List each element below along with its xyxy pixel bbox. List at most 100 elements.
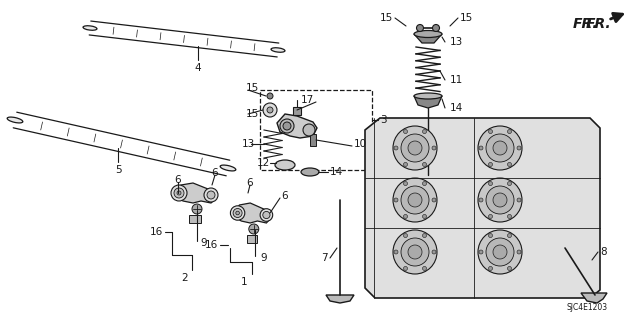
Circle shape: [393, 178, 437, 222]
Text: 3: 3: [380, 115, 387, 125]
Text: 6: 6: [246, 178, 253, 188]
Circle shape: [401, 238, 429, 266]
Circle shape: [486, 134, 514, 162]
Circle shape: [478, 178, 522, 222]
Circle shape: [422, 266, 426, 271]
Text: SJC4E1203: SJC4E1203: [567, 303, 608, 312]
Polygon shape: [277, 114, 317, 138]
Circle shape: [401, 186, 429, 214]
Circle shape: [230, 206, 244, 220]
Polygon shape: [326, 295, 354, 303]
Bar: [189, 215, 201, 223]
Ellipse shape: [301, 168, 319, 176]
Bar: [260, 90, 372, 170]
Circle shape: [493, 245, 507, 259]
Circle shape: [486, 186, 514, 214]
Circle shape: [478, 230, 522, 274]
Circle shape: [192, 204, 202, 214]
Text: 10: 10: [354, 139, 367, 149]
Circle shape: [403, 162, 408, 167]
Circle shape: [401, 134, 429, 162]
Circle shape: [403, 214, 408, 219]
Text: 2: 2: [182, 273, 188, 283]
Polygon shape: [414, 34, 442, 43]
Polygon shape: [365, 118, 600, 298]
Text: 6: 6: [212, 168, 218, 178]
Circle shape: [422, 214, 426, 219]
Ellipse shape: [414, 93, 442, 99]
Circle shape: [508, 234, 511, 238]
Circle shape: [408, 141, 422, 155]
Circle shape: [508, 182, 511, 186]
Text: 12: 12: [257, 158, 270, 168]
Circle shape: [403, 266, 408, 271]
Circle shape: [283, 122, 291, 130]
Circle shape: [403, 130, 408, 134]
Circle shape: [174, 188, 184, 198]
Circle shape: [508, 162, 511, 167]
Circle shape: [263, 211, 270, 219]
Text: 11: 11: [450, 75, 463, 85]
Circle shape: [488, 214, 493, 219]
Polygon shape: [581, 293, 607, 303]
Text: 9: 9: [200, 238, 207, 248]
Circle shape: [207, 191, 215, 199]
Text: 6: 6: [175, 175, 181, 185]
Text: 6: 6: [282, 191, 288, 201]
Text: 15: 15: [245, 83, 259, 93]
Ellipse shape: [271, 48, 285, 52]
Circle shape: [417, 25, 424, 32]
Ellipse shape: [220, 165, 236, 171]
Circle shape: [478, 126, 522, 170]
Circle shape: [488, 162, 493, 167]
Circle shape: [488, 234, 493, 238]
Text: 14: 14: [450, 103, 463, 113]
Bar: [246, 235, 257, 243]
Circle shape: [517, 250, 521, 254]
Circle shape: [408, 193, 422, 207]
Bar: [293, 107, 301, 115]
Circle shape: [260, 209, 273, 221]
Text: 9: 9: [260, 253, 267, 263]
Text: 8: 8: [600, 247, 607, 257]
Text: 15: 15: [380, 13, 393, 23]
Circle shape: [517, 146, 521, 150]
Circle shape: [479, 250, 483, 254]
Circle shape: [508, 130, 511, 134]
Circle shape: [303, 124, 315, 136]
Text: 4: 4: [195, 63, 202, 73]
Circle shape: [236, 211, 239, 215]
Ellipse shape: [275, 160, 295, 170]
Circle shape: [422, 182, 426, 186]
Text: 7: 7: [321, 253, 328, 263]
Circle shape: [267, 107, 273, 113]
Circle shape: [280, 119, 294, 133]
Circle shape: [488, 266, 493, 271]
Ellipse shape: [83, 26, 97, 30]
Circle shape: [432, 198, 436, 202]
Circle shape: [394, 250, 398, 254]
Circle shape: [177, 191, 181, 195]
Text: 13: 13: [450, 37, 463, 47]
Text: 17: 17: [301, 95, 314, 105]
Circle shape: [488, 182, 493, 186]
Polygon shape: [232, 203, 272, 223]
Circle shape: [433, 25, 440, 32]
Text: 1: 1: [241, 277, 247, 287]
Circle shape: [171, 185, 187, 201]
Circle shape: [393, 230, 437, 274]
Circle shape: [263, 103, 277, 117]
Circle shape: [488, 130, 493, 134]
Text: 16: 16: [205, 240, 218, 250]
Text: 5: 5: [115, 165, 122, 175]
Polygon shape: [173, 183, 217, 203]
Circle shape: [422, 234, 426, 238]
Circle shape: [508, 266, 511, 271]
Text: 15: 15: [245, 109, 259, 119]
Circle shape: [432, 250, 436, 254]
Text: 16: 16: [150, 227, 163, 237]
Circle shape: [394, 198, 398, 202]
Circle shape: [403, 182, 408, 186]
Text: 14: 14: [330, 167, 343, 177]
Circle shape: [249, 224, 259, 234]
